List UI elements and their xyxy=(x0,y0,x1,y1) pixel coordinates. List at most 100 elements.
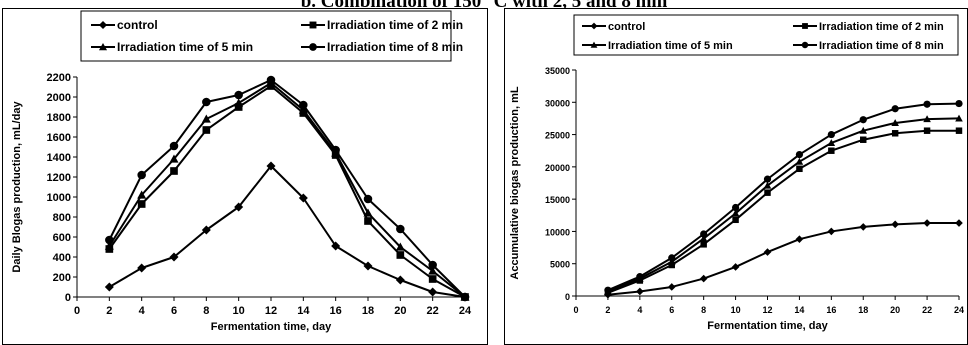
chart-svg: 0200400600800100012001400160018002000220… xyxy=(2,8,488,345)
data-point-irradiation-time-of-2-min xyxy=(396,251,405,259)
data-point-irradiation-time-of-5-min xyxy=(363,208,373,217)
data-point-control xyxy=(266,161,276,171)
series-line-irradiation-time-of-2-min xyxy=(607,129,959,294)
data-point-irradiation-time-of-8-min xyxy=(700,230,708,238)
y-tick-label: 800 xyxy=(53,212,71,224)
data-point-irradiation-time-of-8-min xyxy=(731,203,740,212)
x-tick-label: 14 xyxy=(297,305,310,317)
y-tick-label: 2200 xyxy=(47,72,71,84)
data-point-control xyxy=(795,235,804,243)
x-tick-label: 20 xyxy=(394,305,406,317)
data-point-control xyxy=(699,274,708,283)
data-point-irradiation-time-of-8-min xyxy=(891,105,899,113)
y-tick-label: 10000 xyxy=(545,227,570,237)
x-tick-label: 8 xyxy=(203,305,209,317)
data-point-irradiation-time-of-8-min xyxy=(137,170,146,180)
data-point-irradiation-time-of-2-min xyxy=(234,103,243,111)
x-tick-label: 18 xyxy=(362,305,374,317)
data-point-irradiation-time-of-5-min xyxy=(731,209,740,217)
x-axis-label: Fermentation time, day xyxy=(211,321,332,333)
series-line-irradiation-time-of-5-min xyxy=(607,117,960,293)
data-point-irradiation-time-of-8-min xyxy=(396,224,405,234)
data-point-irradiation-time-of-8-min xyxy=(363,194,373,204)
series-line-control xyxy=(108,165,466,298)
x-tick-label: 16 xyxy=(330,305,342,317)
x-tick-label: 0 xyxy=(573,305,578,315)
data-point-irradiation-time-of-2-min xyxy=(923,127,931,134)
x-tick-label: 2 xyxy=(106,305,112,317)
data-point-control xyxy=(923,219,931,227)
data-point-control xyxy=(955,219,963,227)
series-line-irradiation-time-of-5-min xyxy=(108,82,466,298)
data-point-irradiation-time-of-5-min xyxy=(428,266,438,275)
x-tick-label: 6 xyxy=(171,305,177,317)
data-point-control xyxy=(891,220,899,229)
data-point-irradiation-time-of-5-min xyxy=(137,190,147,199)
series-irradiation-time-of-5-min xyxy=(104,78,470,301)
data-point-irradiation-time-of-5-min xyxy=(201,114,211,123)
data-point-irradiation-time-of-5-min xyxy=(699,234,708,242)
data-point-control xyxy=(137,263,147,273)
data-point-irradiation-time-of-2-min xyxy=(764,189,771,196)
data-point-irradiation-time-of-2-min xyxy=(202,126,211,134)
data-point-control xyxy=(169,252,179,262)
data-point-control xyxy=(731,263,740,271)
data-point-irradiation-time-of-5-min xyxy=(891,119,899,126)
data-point-irradiation-time-of-8-min xyxy=(795,150,804,159)
data-point-irradiation-time-of-2-min xyxy=(700,241,707,248)
chart-frame xyxy=(504,8,968,345)
legend-label-irradiation-time-of-8-min: Irradiation time of 8 min xyxy=(327,40,463,54)
y-tick-label: 0 xyxy=(565,292,570,302)
legend-marker-irradiation-time-of-5-min xyxy=(590,41,598,48)
legend-label-irradiation-time-of-5-min: Irradiation time of 5 min xyxy=(608,40,733,52)
data-point-irradiation-time-of-8-min xyxy=(955,99,963,108)
data-point-irradiation-time-of-2-min xyxy=(364,217,372,225)
x-axis-label: Fermentation time, day xyxy=(707,320,828,332)
data-point-irradiation-time-of-2-min xyxy=(732,216,739,224)
y-tick-label: 1200 xyxy=(47,172,71,184)
series-control xyxy=(104,161,470,302)
y-tick-label: 1600 xyxy=(47,132,71,144)
data-point-irradiation-time-of-2-min xyxy=(828,147,835,154)
legend-marker-irradiation-time-of-2-min xyxy=(802,23,808,29)
x-tick-label: 12 xyxy=(265,305,277,317)
accumulative-biogas-chart: 0 5000 10000 15000 20000 25000 30000 35000 0 2 4 6 8… xyxy=(504,8,968,345)
data-point-irradiation-time-of-5-min xyxy=(104,241,114,250)
data-point-irradiation-time-of-8-min xyxy=(604,286,612,294)
y-axis-label: Accumulative biogas production, mL xyxy=(509,86,521,279)
data-point-irradiation-time-of-8-min xyxy=(827,130,835,139)
x-tick-label: 10 xyxy=(233,305,245,317)
y-tick-label: 1800 xyxy=(47,112,71,124)
y-tick-label: 2000 xyxy=(47,92,71,104)
data-point-irradiation-time-of-5-min xyxy=(923,115,931,123)
data-point-irradiation-time-of-5-min xyxy=(763,181,772,189)
data-point-control xyxy=(298,193,308,203)
data-point-irradiation-time-of-2-min xyxy=(796,165,803,173)
legend-marker-irradiation-time-of-2-min xyxy=(309,21,317,29)
data-point-control xyxy=(395,275,405,285)
data-point-irradiation-time-of-8-min xyxy=(668,254,676,262)
daily-biogas-chart: 0 200 400 600 800 1000 1200 1400 1600 1800 2000 220… xyxy=(2,8,488,345)
y-tick-label: 15000 xyxy=(545,195,570,205)
x-tick-label: 6 xyxy=(669,305,674,315)
data-point-irradiation-time-of-8-min xyxy=(859,116,867,124)
data-point-irradiation-time-of-2-min xyxy=(860,136,867,143)
series-line-irradiation-time-of-8-min xyxy=(607,102,960,292)
x-tick-label: 4 xyxy=(637,305,642,315)
data-point-irradiation-time-of-5-min xyxy=(169,154,179,163)
data-point-irradiation-time-of-2-min xyxy=(428,275,437,283)
data-point-irradiation-time-of-2-min xyxy=(891,130,899,137)
y-tick-label: 400 xyxy=(53,252,71,264)
data-point-irradiation-time-of-8-min xyxy=(428,260,437,270)
y-tick-label: 25000 xyxy=(545,131,570,141)
x-tick-label: 22 xyxy=(427,305,439,317)
data-point-irradiation-time-of-5-min xyxy=(955,114,963,122)
data-point-irradiation-time-of-2-min xyxy=(668,261,675,269)
legend-label-irradiation-time-of-2-min: Irradiation time of 2 min xyxy=(819,21,944,33)
data-point-irradiation-time-of-8-min xyxy=(763,175,772,183)
data-point-irradiation-time-of-5-min xyxy=(827,139,836,147)
x-tick-label: 2 xyxy=(605,305,610,315)
data-point-irradiation-time-of-8-min xyxy=(331,145,340,155)
legend-label-control: control xyxy=(608,21,645,33)
data-point-control xyxy=(636,287,644,296)
